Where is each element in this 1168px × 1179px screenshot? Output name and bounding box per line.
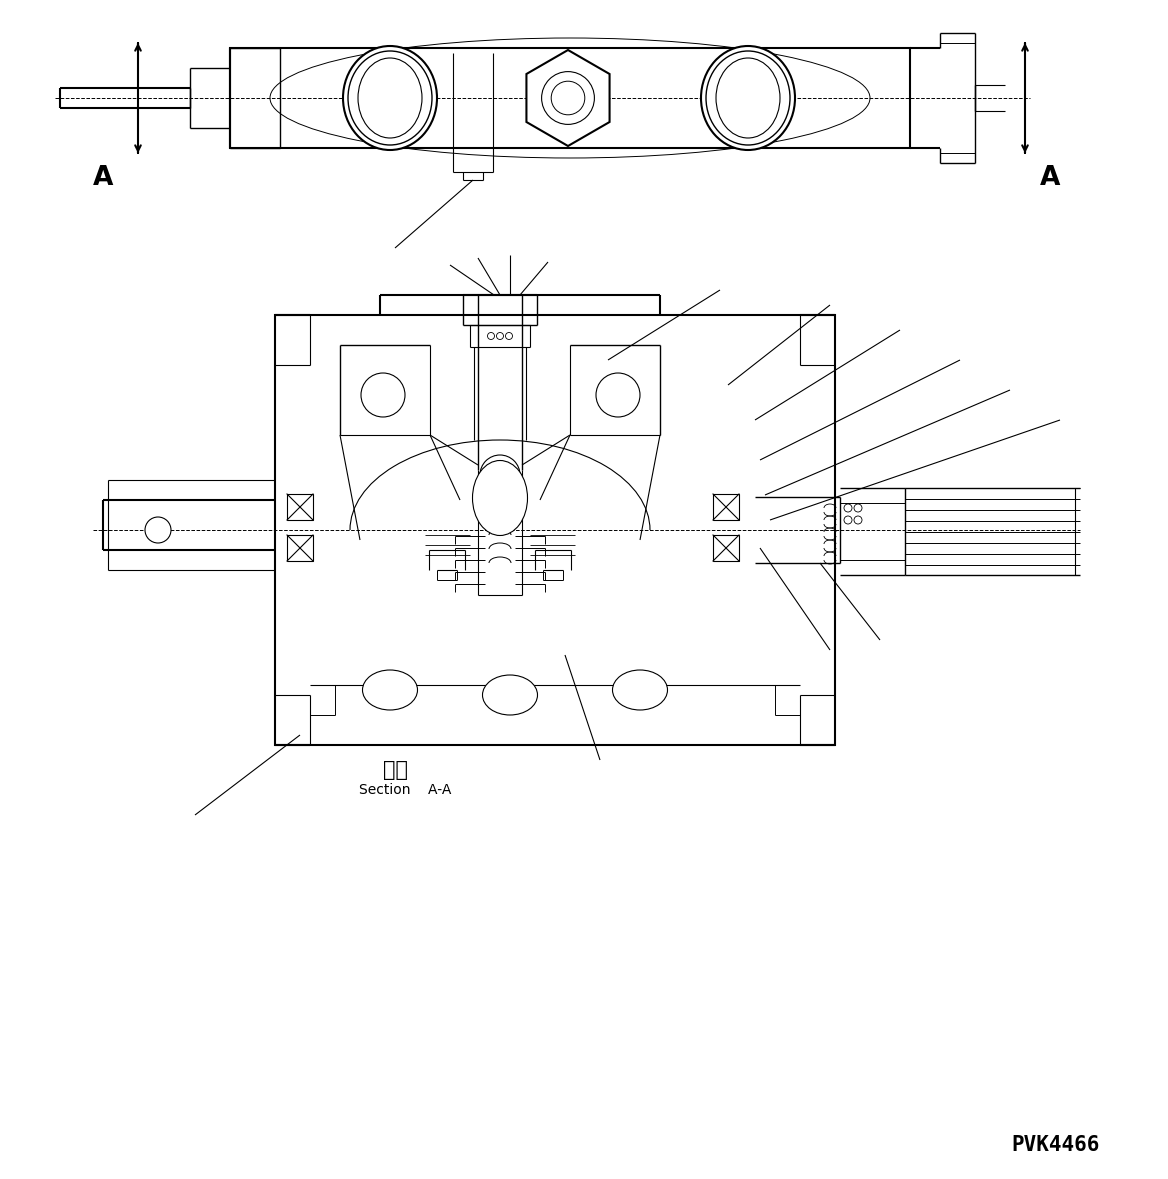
- Ellipse shape: [362, 670, 417, 710]
- Text: Section    A-A: Section A-A: [359, 783, 451, 797]
- Bar: [287, 494, 313, 520]
- Polygon shape: [527, 50, 610, 146]
- Ellipse shape: [716, 58, 780, 138]
- Text: 断面: 断面: [382, 760, 408, 780]
- Circle shape: [844, 503, 851, 512]
- Circle shape: [361, 373, 405, 417]
- Bar: [230, 48, 910, 149]
- Circle shape: [145, 518, 171, 544]
- Ellipse shape: [612, 670, 667, 710]
- Bar: [287, 535, 313, 561]
- Ellipse shape: [542, 72, 595, 125]
- Circle shape: [506, 332, 513, 340]
- Ellipse shape: [348, 51, 432, 145]
- Circle shape: [854, 516, 862, 523]
- Bar: [274, 315, 835, 745]
- Ellipse shape: [482, 676, 537, 714]
- Circle shape: [854, 503, 862, 512]
- Ellipse shape: [473, 461, 528, 535]
- Ellipse shape: [701, 46, 795, 150]
- Circle shape: [596, 373, 640, 417]
- Bar: [712, 535, 739, 561]
- Circle shape: [496, 332, 503, 340]
- Circle shape: [844, 516, 851, 523]
- Circle shape: [480, 455, 520, 495]
- Ellipse shape: [343, 46, 437, 150]
- Ellipse shape: [359, 58, 422, 138]
- Text: A: A: [1040, 165, 1061, 191]
- Text: A: A: [92, 165, 113, 191]
- Text: PVK4466: PVK4466: [1011, 1135, 1100, 1155]
- Ellipse shape: [705, 51, 790, 145]
- Bar: [712, 494, 739, 520]
- Circle shape: [487, 332, 494, 340]
- Ellipse shape: [551, 81, 585, 114]
